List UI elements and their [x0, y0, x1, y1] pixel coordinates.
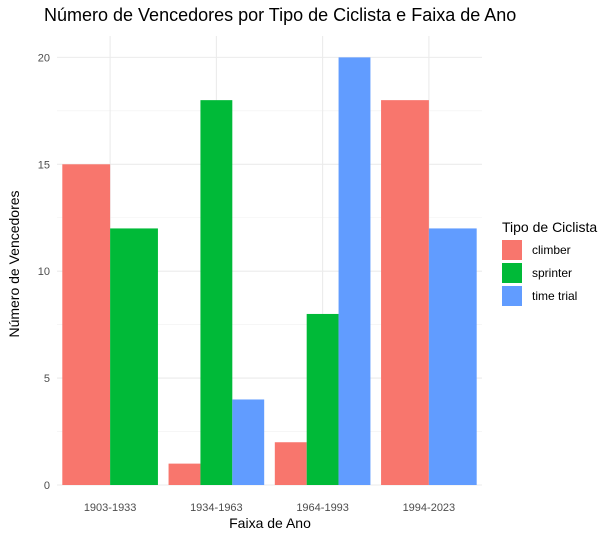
x-axis-ticks: 1903-1933 1934-1963 1964-1993 1994-2023: [84, 502, 455, 514]
x-tick-label: 1964-1993: [296, 502, 349, 514]
legend-swatch-time-trial: [502, 286, 522, 306]
chart-title: Número de Vencedores por Tipo de Ciclist…: [44, 5, 516, 25]
x-tick-label: 1934-1963: [190, 502, 243, 514]
bar-sprinter-1903-1933: [110, 228, 158, 485]
legend-swatch-climber: [502, 240, 522, 260]
bar-time-trial-1934-1963: [232, 399, 265, 485]
x-tick-label: 1903-1933: [84, 502, 137, 514]
y-tick-label: 0: [44, 480, 50, 492]
bar-climber-1964-1993: [274, 442, 307, 485]
bar-sprinter-1934-1963: [200, 100, 233, 486]
y-tick-label: 20: [38, 52, 50, 64]
y-tick-label: 5: [44, 373, 50, 385]
x-tick-label: 1994-2023: [403, 502, 456, 514]
legend-label-sprinter: sprinter: [532, 266, 572, 280]
y-tick-label: 10: [38, 266, 50, 278]
bar-climber-1934-1963: [168, 463, 201, 485]
legend: Tipo de Ciclista climber sprinter time tri…: [502, 219, 597, 306]
legend-swatch-sprinter: [502, 263, 522, 283]
bar-climber-1994-2023: [381, 100, 429, 486]
y-tick-label: 15: [38, 159, 50, 171]
legend-label-climber: climber: [532, 243, 571, 257]
bar-time-trial-1994-2023: [428, 228, 477, 485]
legend-title: Tipo de Ciclista: [502, 219, 597, 235]
bar-time-trial-1964-1993: [338, 57, 371, 485]
bar-climber-1903-1933: [62, 164, 111, 486]
bars: [62, 57, 477, 486]
legend-label-time-trial: time trial: [532, 289, 577, 303]
bar-sprinter-1964-1993: [306, 313, 339, 485]
x-axis-title: Faixa de Ano: [229, 515, 311, 531]
y-axis-title: Número de Vencedores: [6, 190, 22, 337]
y-axis-ticks: 0 5 10 15 20: [38, 52, 50, 492]
